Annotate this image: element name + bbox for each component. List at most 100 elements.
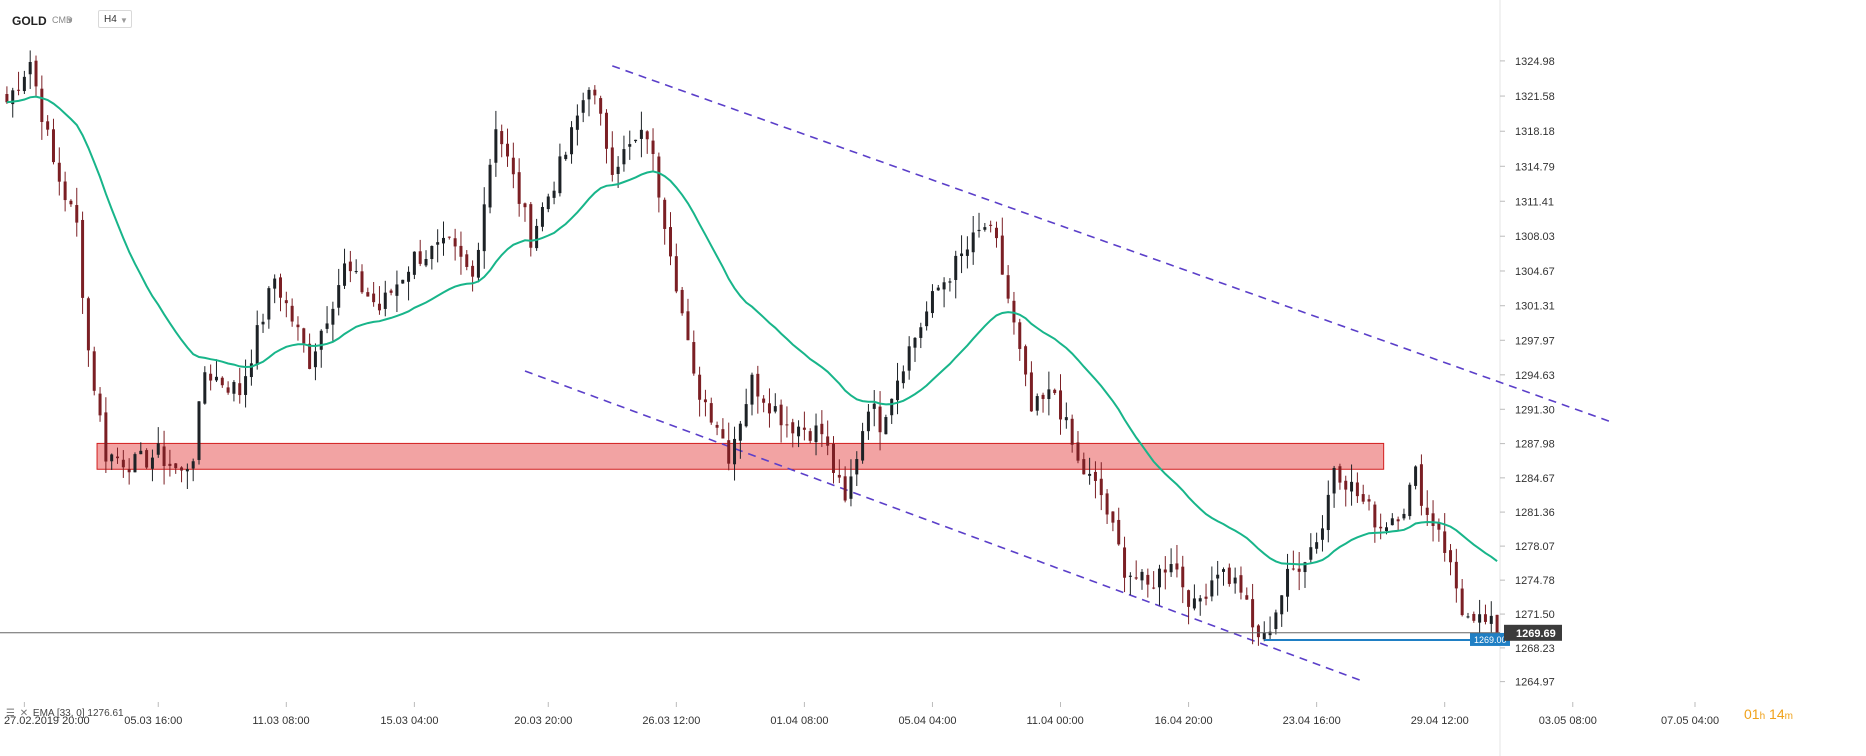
candle[interactable] xyxy=(773,406,777,412)
candle[interactable] xyxy=(488,164,492,208)
candle[interactable] xyxy=(22,76,26,92)
candle[interactable] xyxy=(453,238,457,247)
candle[interactable] xyxy=(511,157,515,175)
candle[interactable] xyxy=(628,144,632,147)
candle[interactable] xyxy=(849,476,853,499)
candle[interactable] xyxy=(127,469,131,473)
candle[interactable] xyxy=(1414,466,1418,486)
candle[interactable] xyxy=(337,285,341,308)
channel-upper-line[interactable] xyxy=(612,65,1614,424)
candle[interactable] xyxy=(575,115,579,130)
candle[interactable] xyxy=(1187,590,1191,607)
candle[interactable] xyxy=(1286,568,1290,597)
candle[interactable] xyxy=(360,271,364,293)
candle[interactable] xyxy=(715,424,719,428)
candle[interactable] xyxy=(604,112,608,149)
candle[interactable] xyxy=(471,265,475,277)
candle[interactable] xyxy=(104,412,108,462)
candle[interactable] xyxy=(1419,464,1423,506)
channel-lower-line[interactable] xyxy=(524,370,1364,683)
candle[interactable] xyxy=(1117,519,1121,545)
candle[interactable] xyxy=(156,443,160,455)
candle[interactable] xyxy=(34,60,38,87)
remove-indicator-icon[interactable]: ✕ xyxy=(19,708,29,719)
candle[interactable] xyxy=(366,292,370,297)
candle[interactable] xyxy=(185,469,189,472)
candle[interactable] xyxy=(249,363,253,378)
candle[interactable] xyxy=(1332,467,1336,494)
candle[interactable] xyxy=(383,292,387,309)
candle[interactable] xyxy=(1449,550,1453,563)
candle[interactable] xyxy=(214,376,218,381)
candle[interactable] xyxy=(1280,595,1284,615)
candle[interactable] xyxy=(121,459,125,468)
candle[interactable] xyxy=(17,89,21,91)
candle[interactable] xyxy=(476,249,480,278)
candle[interactable] xyxy=(430,245,434,260)
candle[interactable] xyxy=(960,253,964,257)
ema-line[interactable] xyxy=(6,95,1498,566)
candle[interactable] xyxy=(820,423,824,435)
candle[interactable] xyxy=(890,398,894,416)
candle[interactable] xyxy=(884,417,888,435)
candle[interactable] xyxy=(1326,494,1330,531)
candle[interactable] xyxy=(197,401,201,460)
candle[interactable] xyxy=(1024,346,1028,375)
candle[interactable] xyxy=(1478,614,1482,623)
candle[interactable] xyxy=(1251,599,1255,628)
candle[interactable] xyxy=(116,456,120,459)
candle[interactable] xyxy=(581,100,585,113)
indicator-settings-icon[interactable]: ☰ xyxy=(6,708,15,719)
candle[interactable] xyxy=(651,140,655,155)
candle[interactable] xyxy=(1454,561,1458,589)
candle[interactable] xyxy=(861,431,865,461)
candle[interactable] xyxy=(1064,417,1068,421)
candle[interactable] xyxy=(1076,442,1080,461)
candle[interactable] xyxy=(1373,504,1377,528)
candle[interactable] xyxy=(1245,595,1249,600)
candle[interactable] xyxy=(1437,523,1441,530)
candle[interactable] xyxy=(1041,394,1045,399)
candle[interactable] xyxy=(1163,569,1167,573)
candle[interactable] xyxy=(703,399,707,403)
candle[interactable] xyxy=(418,251,422,264)
candle[interactable] xyxy=(86,298,90,351)
candle[interactable] xyxy=(290,305,294,322)
candle[interactable] xyxy=(831,443,835,473)
candle[interactable] xyxy=(377,303,381,311)
candle[interactable] xyxy=(1070,418,1074,445)
candle[interactable] xyxy=(1157,568,1161,588)
candle[interactable] xyxy=(610,147,614,175)
candle[interactable] xyxy=(785,424,789,426)
candle[interactable] xyxy=(500,131,504,145)
candle[interactable] xyxy=(907,346,911,371)
candle[interactable] xyxy=(5,94,9,103)
candle[interactable] xyxy=(1425,507,1429,515)
candle[interactable] xyxy=(447,236,451,238)
candle[interactable] xyxy=(412,251,416,275)
candle[interactable] xyxy=(1012,300,1016,323)
candle[interactable] xyxy=(11,90,15,105)
candle[interactable] xyxy=(81,219,85,298)
candle[interactable] xyxy=(226,387,230,393)
candle[interactable] xyxy=(1233,577,1237,584)
candle[interactable] xyxy=(1495,614,1499,633)
candle[interactable] xyxy=(779,404,783,426)
candle[interactable] xyxy=(1320,528,1324,540)
candle[interactable] xyxy=(40,88,44,122)
candle[interactable] xyxy=(133,454,137,473)
candle[interactable] xyxy=(267,288,271,320)
candle[interactable] xyxy=(1303,562,1307,573)
candle[interactable] xyxy=(424,258,428,266)
candle[interactable] xyxy=(645,131,649,140)
candle[interactable] xyxy=(616,166,620,174)
candle[interactable] xyxy=(546,196,550,210)
candle[interactable] xyxy=(284,300,288,304)
candle[interactable] xyxy=(1396,519,1400,522)
candle[interactable] xyxy=(1489,615,1493,624)
candle[interactable] xyxy=(942,282,946,290)
candle[interactable] xyxy=(63,181,67,201)
candle[interactable] xyxy=(954,255,958,280)
candle[interactable] xyxy=(855,459,859,475)
candle[interactable] xyxy=(75,205,79,223)
